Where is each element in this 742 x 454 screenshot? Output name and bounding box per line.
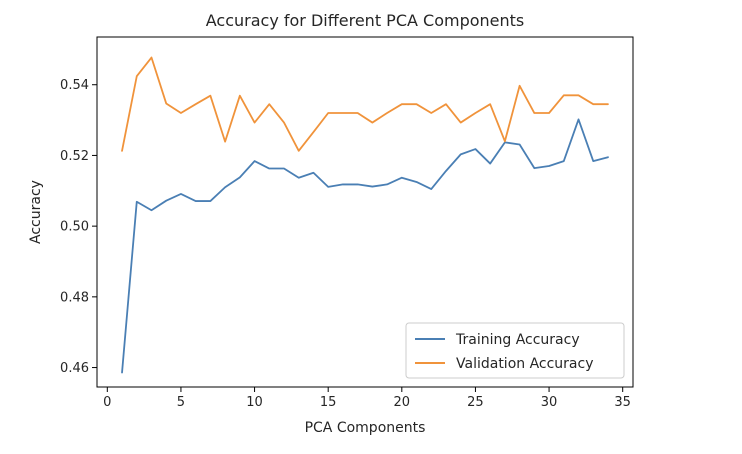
y-tick-label: 0.52 xyxy=(60,149,89,164)
x-tick-label: 25 xyxy=(467,395,484,410)
y-tick-label: 0.46 xyxy=(60,361,89,376)
y-tick-label: 0.50 xyxy=(60,220,89,235)
chart-title: Accuracy for Different PCA Components xyxy=(206,11,525,30)
y-tick-label: 0.48 xyxy=(60,290,89,305)
x-tick-label: 30 xyxy=(541,395,558,410)
x-tick-label: 35 xyxy=(614,395,631,410)
legend-label-training: Training Accuracy xyxy=(455,332,580,348)
x-axis: 0 5 10 15 20 25 30 35 xyxy=(103,387,631,410)
series-line-validation xyxy=(121,56,609,152)
legend: Training Accuracy Validation Accuracy xyxy=(405,322,625,379)
series-line-training xyxy=(121,118,609,374)
x-tick-label: 5 xyxy=(177,395,185,410)
y-axis: 0.46 0.48 0.50 0.52 0.54 xyxy=(60,78,97,376)
y-tick-label: 0.54 xyxy=(60,78,89,93)
x-axis-label: PCA Components xyxy=(305,420,426,436)
x-tick-label: 10 xyxy=(246,395,263,410)
x-tick-label: 20 xyxy=(394,395,411,410)
legend-label-validation: Validation Accuracy xyxy=(456,356,594,372)
y-axis-label: Accuracy xyxy=(28,180,44,244)
x-tick-label: 0 xyxy=(103,395,111,410)
legend-box xyxy=(405,322,625,379)
x-tick-label: 15 xyxy=(320,395,337,410)
series-lines xyxy=(121,56,609,374)
